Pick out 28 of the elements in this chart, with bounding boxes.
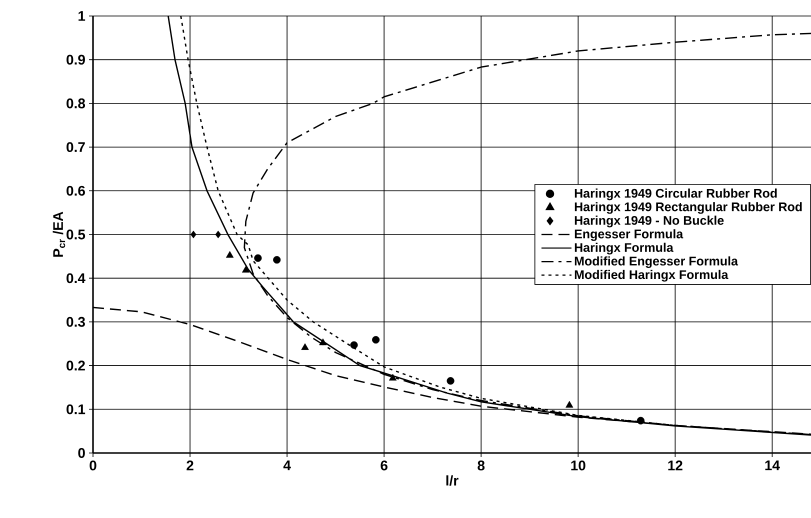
y-tick-label: 0.9: [66, 54, 85, 65]
y-tick-label: 1: [78, 11, 86, 21]
legend-label: Haringx 1949 Rectangular Rubber Rod: [574, 202, 802, 214]
y-axis-title: P$_{cr}$ /EA: [52, 212, 66, 257]
y-tick-label: 0.4: [66, 273, 86, 284]
y-tick-label: 0.3: [66, 316, 85, 327]
x-tick-label: 4: [283, 460, 291, 470]
y-tick-label: 0.8: [66, 98, 86, 108]
y-tick-label: 0.7: [66, 142, 85, 152]
x-tick-label: 2: [186, 460, 194, 470]
x-tick-label: 14: [765, 460, 780, 470]
y-tick-label: 0.1: [66, 404, 86, 414]
y-tick-label: 0: [78, 448, 85, 458]
legend-label: Engesser Formula: [574, 229, 684, 241]
x-tick-label: 10: [571, 460, 586, 470]
x-axis-title: l/r: [446, 475, 458, 486]
y-tick-label: 0.5: [66, 230, 86, 240]
legend-label: Modified Haringx Formula: [574, 270, 728, 282]
legend-label: Modified Engesser Formula: [574, 256, 738, 268]
x-tick-label: 12: [668, 460, 682, 470]
y-tick-label: 0.6: [66, 186, 85, 196]
x-tick-label: 0: [90, 460, 96, 470]
legend-label: Haringx Formula: [574, 242, 674, 254]
legend-label: Haringx 1949 - No Buckle: [574, 216, 724, 228]
y-tick-label: 0.2: [66, 360, 85, 371]
x-tick-label: 6: [380, 460, 388, 470]
x-tick-label: 8: [478, 460, 485, 470]
legend-label: Haringx 1949 Circular Rubber Rod: [574, 188, 777, 200]
